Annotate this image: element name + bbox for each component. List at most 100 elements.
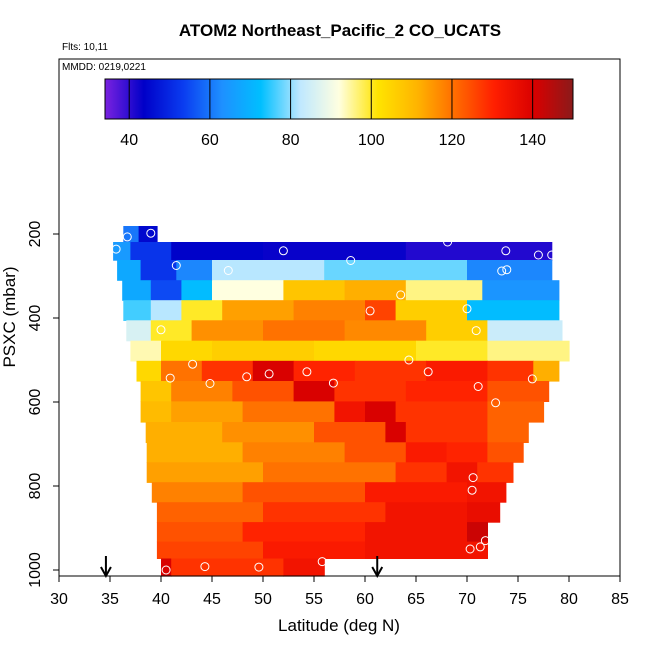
sample-point	[302, 367, 312, 377]
heatmap-cell	[232, 381, 295, 402]
heatmap-cell	[344, 320, 427, 342]
heatmap-cell	[467, 522, 488, 543]
heatmap-cells	[113, 226, 570, 577]
sample-point	[533, 250, 543, 260]
sample-point	[254, 562, 264, 572]
x-tick-label: 35	[101, 591, 119, 608]
sample-point	[264, 369, 274, 379]
heatmap-cell	[477, 462, 514, 483]
heatmap-cell	[212, 340, 315, 362]
heatmap-cell	[140, 260, 177, 281]
heatmap-cell	[171, 401, 244, 423]
x-tick-label: 65	[407, 591, 425, 608]
flights-label: Flts: 10,11	[62, 42, 108, 53]
heatmap-cell	[117, 260, 142, 281]
heatmap-cell	[222, 300, 295, 321]
heatmap-cell	[385, 502, 468, 523]
colorbar-tick-label: 140	[519, 132, 546, 149]
x-tick-label: 85	[611, 591, 629, 608]
heatmap-cell	[405, 280, 483, 301]
colorbar-tick-label: 80	[282, 132, 300, 149]
heatmap-cell	[151, 482, 244, 503]
heatmap-cell	[344, 442, 407, 463]
heatmap-cell	[365, 522, 468, 543]
heatmap-cell	[446, 462, 478, 483]
x-tick-label: 50	[254, 591, 272, 608]
heatmap-cell	[405, 242, 553, 261]
x-axis: 30 35 40 45 50 55 60 65 70 75 80 85	[50, 575, 629, 608]
heatmap-cell	[344, 280, 407, 301]
sample-point	[497, 266, 507, 276]
heatmap-cell	[293, 300, 366, 321]
heatmap-cell	[161, 340, 213, 362]
heatmap-cell	[293, 360, 356, 382]
colorbar-tick-label: 40	[120, 132, 138, 149]
y-axis: 200 400 600 800 1000	[27, 221, 60, 588]
heatmap-cell	[487, 360, 534, 382]
heatmap-cell	[365, 401, 397, 423]
colorbar: 40 60 80 100 120 140	[104, 78, 574, 149]
heatmap-cell	[365, 541, 488, 559]
heatmap-cell	[113, 242, 131, 261]
heatmap-cell	[140, 381, 172, 402]
heatmap-cell	[171, 558, 284, 577]
heatmap-cell	[365, 300, 397, 321]
heatmap-cell	[293, 381, 335, 402]
heatmap-cell	[156, 541, 264, 559]
sample-point	[471, 326, 481, 336]
heatmap-cell	[146, 462, 264, 483]
colorbar-tick-label: 60	[201, 132, 219, 149]
heatmap-cell	[156, 502, 264, 523]
sample-point	[365, 306, 375, 316]
sample-point	[468, 473, 478, 483]
heatmap-cell	[212, 260, 325, 281]
heatmap-cell	[283, 280, 346, 301]
x-axis-label: Latitude (deg N)	[278, 616, 400, 635]
sample-point	[547, 250, 557, 260]
sample-point	[205, 379, 215, 388]
x-tick-label: 80	[560, 591, 578, 608]
heatmap-cell	[263, 502, 386, 523]
sample-point	[171, 261, 181, 270]
chart-title: ATOM2 Northeast_Pacific_2 CO_UCATS	[179, 21, 501, 40]
sample-point	[165, 373, 175, 383]
heatmap-cell	[467, 260, 553, 281]
heatmap-cell	[533, 360, 560, 382]
colorbar-tick-label: 120	[439, 132, 466, 149]
heatmap-cell	[426, 360, 488, 382]
heatmap-cell	[324, 260, 468, 281]
sample-point	[404, 355, 414, 365]
heatmap-cell	[242, 482, 366, 503]
sample-point	[462, 304, 472, 314]
heatmap-cell	[201, 360, 254, 382]
heatmap-cell	[161, 360, 203, 382]
x-tick-label: 70	[458, 591, 476, 608]
heatmap-cell	[130, 242, 172, 261]
heatmap-cell	[487, 340, 570, 362]
sample-point	[122, 232, 132, 242]
heatmap-cell	[314, 422, 386, 443]
sample-point	[475, 542, 485, 552]
x-tick-label: 40	[152, 591, 170, 608]
x-tick-label: 60	[356, 591, 374, 608]
sample-point	[223, 266, 233, 275]
x-tick-label: 30	[50, 591, 68, 608]
heatmap-cell	[365, 482, 468, 503]
heatmap-cell	[385, 422, 407, 443]
colorbar-gradient	[104, 78, 574, 120]
sample-points	[111, 228, 557, 575]
heatmap-cell	[171, 381, 233, 402]
heatmap-cell	[405, 442, 448, 463]
y-tick-label: 1000	[27, 552, 44, 588]
heatmap-cell	[156, 522, 244, 543]
heatmap-cell	[252, 360, 295, 382]
heatmap-cell	[181, 300, 223, 321]
heatmap-cell	[395, 401, 488, 423]
heatmap-cell	[161, 558, 172, 577]
sample-point	[161, 565, 171, 575]
heatmap-cell	[146, 442, 244, 463]
heatmap-cell	[171, 242, 264, 261]
heatmap-cell	[138, 226, 158, 243]
sample-point	[502, 265, 512, 275]
